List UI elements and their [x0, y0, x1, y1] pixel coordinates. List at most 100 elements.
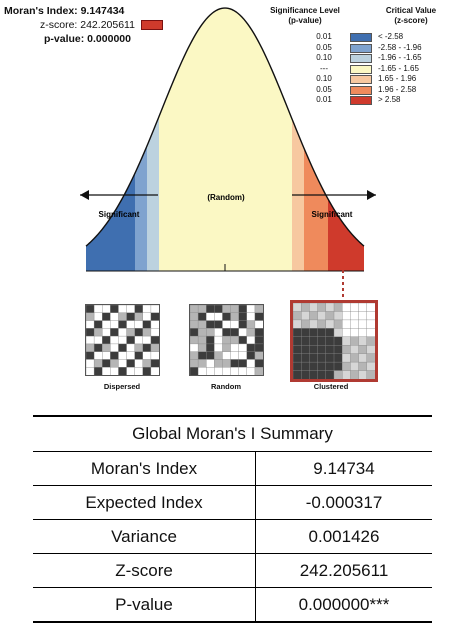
map-polygon [214, 328, 223, 337]
map-polygon [118, 343, 128, 353]
map-polygon [110, 305, 119, 314]
map-polygon [134, 328, 144, 337]
map-polygon [222, 312, 232, 322]
map-polygon [110, 312, 119, 322]
legend-color-swatch [350, 33, 372, 42]
map-polygon [333, 353, 343, 363]
map-polygon [102, 335, 111, 345]
map-polygon [150, 320, 159, 329]
map-polygon [126, 359, 136, 368]
map-polygon [358, 328, 368, 338]
map-polygon [230, 343, 240, 353]
map-polygon [358, 345, 368, 355]
map-polygon [358, 336, 368, 346]
table-row: Moran's Index 9.14734 [33, 451, 432, 486]
map-polygon [190, 320, 199, 329]
map-polygon [300, 370, 310, 379]
map-polygon [293, 353, 302, 363]
map-polygon [358, 370, 368, 379]
map-polygon [350, 370, 360, 379]
map-polygon [333, 345, 343, 355]
map-polygon [150, 305, 159, 314]
map-polygon [134, 335, 144, 345]
map-polygon [93, 305, 103, 314]
map-polygon [293, 328, 302, 338]
map-polygon [86, 351, 95, 360]
map-polygon [197, 359, 207, 368]
map-polygon [118, 351, 128, 360]
legend-row: 0.10 1.65 - 1.96 [262, 74, 448, 85]
map-polygon [342, 319, 351, 329]
map-polygon [300, 336, 310, 346]
map-polygon [350, 353, 360, 363]
map-polygon [86, 320, 95, 329]
map-polygon [366, 345, 375, 355]
map-polygon [317, 328, 327, 338]
map-polygon [102, 351, 111, 360]
map-polygon [150, 367, 159, 375]
map-polygon [197, 312, 207, 322]
map-polygon [197, 328, 207, 337]
map-polygon [358, 353, 368, 363]
map-polygon [246, 351, 256, 360]
map-polygon [342, 353, 351, 363]
legend-color-swatch [350, 96, 372, 105]
map-polygon [206, 328, 215, 337]
critical-value-header: Critical Value (z-score) [385, 6, 437, 25]
table-row: Expected Index -0.000317 [33, 485, 432, 520]
map-polygon [293, 361, 302, 372]
map-polygon [254, 320, 263, 329]
map-polygon [309, 328, 319, 338]
legend-row: 0.01 > 2.58 [262, 95, 448, 106]
map-polygon [142, 305, 152, 314]
map-polygon [317, 303, 327, 312]
map-polygon [325, 361, 335, 372]
map-polygon [300, 328, 310, 338]
map-polygon [214, 351, 223, 360]
map-polygon [118, 359, 128, 368]
map-polygon [238, 335, 248, 345]
map-polygon [309, 353, 319, 363]
normal-distribution-curve: (Random) Significant Significant [80, 7, 376, 300]
map-polygon [293, 336, 302, 346]
map-polygon [93, 351, 103, 360]
row-value: 242.205611 [255, 553, 432, 588]
map-polygon [214, 335, 223, 345]
map-polygon [325, 353, 335, 363]
z-score-text: z-score: 242.205611 [4, 18, 163, 32]
map-polygon [93, 335, 103, 345]
map-polygon [246, 359, 256, 368]
legend-row: 0.05 -2.58 - -1.96 [262, 43, 448, 54]
map-polygon [366, 353, 375, 363]
legend-z-range: -1.96 - -1.65 [378, 53, 422, 62]
map-polygon [342, 345, 351, 355]
map-polygon [134, 351, 144, 360]
map-polygon [366, 311, 375, 321]
map-polygon [206, 367, 215, 375]
random-caption: Random [211, 382, 241, 391]
legend-row: 0.05 1.96 - 2.58 [262, 85, 448, 96]
map-polygon [317, 361, 327, 372]
map-polygon [197, 320, 207, 329]
map-polygon [134, 312, 144, 322]
map-polygon [126, 335, 136, 345]
map-polygon [300, 303, 310, 312]
map-polygon [350, 361, 360, 372]
significant-right-label: Significant [312, 210, 353, 219]
map-polygon [134, 305, 144, 314]
map-polygon [206, 320, 215, 329]
map-polygon [254, 367, 263, 375]
map-polygon [333, 370, 343, 379]
clustered-map [290, 300, 378, 382]
map-polygon [206, 312, 215, 322]
map-polygon [150, 351, 159, 360]
map-polygon [134, 359, 144, 368]
map-polygon [222, 359, 232, 368]
map-polygon [366, 370, 375, 379]
map-polygon [206, 335, 215, 345]
map-polygon [118, 367, 128, 375]
map-polygon [110, 335, 119, 345]
map-polygon [238, 328, 248, 337]
map-polygon [342, 336, 351, 346]
legend-z-range: 1.65 - 1.96 [378, 74, 417, 83]
